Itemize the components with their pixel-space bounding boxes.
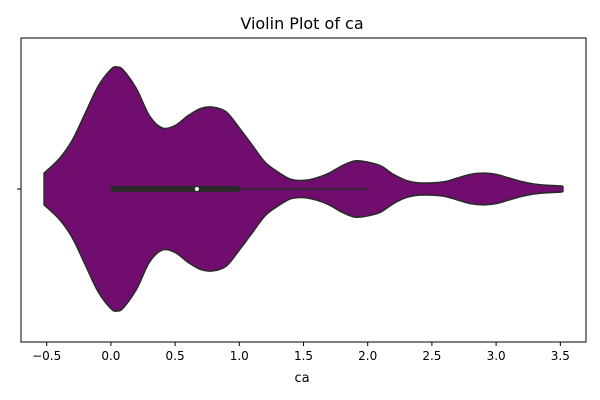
- x-tick-label: 3.0: [487, 349, 506, 363]
- x-tick-label: −0.5: [32, 349, 61, 363]
- x-axis-label: ca: [294, 371, 309, 386]
- x-tick-label: 0.0: [101, 349, 120, 363]
- x-tick-label: 0.5: [166, 349, 185, 363]
- x-tick-label: 1.0: [230, 349, 249, 363]
- violin-median-marker: [194, 187, 199, 191]
- x-tick-label: 3.5: [551, 349, 570, 363]
- plot-area: [43, 66, 564, 312]
- violin-iqr-box: [110, 186, 240, 192]
- x-tick-label: 2.0: [358, 349, 377, 363]
- x-tick-label: 1.5: [294, 349, 313, 363]
- chart-title: Violin Plot of ca: [240, 14, 363, 33]
- x-axis: −0.5 0.0 0.5 1.0 1.5 2.0 2.5 3.0 3.5: [32, 342, 570, 363]
- x-tick-label: 2.5: [422, 349, 441, 363]
